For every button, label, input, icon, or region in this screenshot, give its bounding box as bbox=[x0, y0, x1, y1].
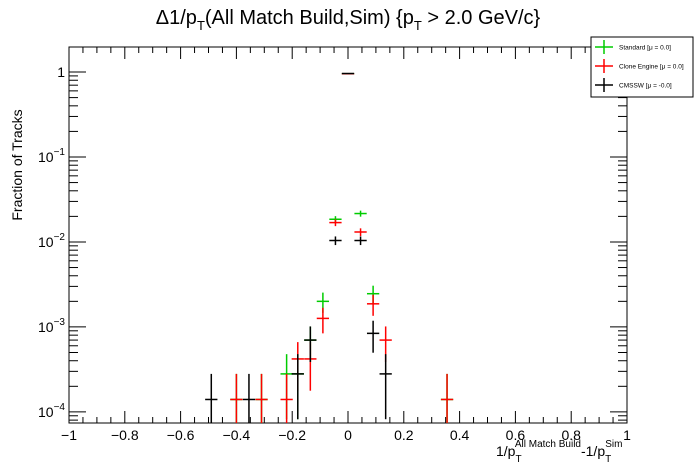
y-tick-label: 10−2 bbox=[38, 232, 65, 250]
plot-frame bbox=[68, 46, 628, 424]
y-tick-base: 10 bbox=[38, 404, 54, 420]
legend-label: CMSSW [μ = -0.0] bbox=[619, 83, 672, 90]
series-standard bbox=[230, 72, 454, 423]
data-point bbox=[354, 210, 367, 217]
y-tick-exponent: −3 bbox=[54, 317, 66, 328]
legend-entry: CMSSW [μ = -0.0] bbox=[595, 78, 672, 92]
x-tick-label: −0.6 bbox=[167, 427, 195, 443]
xlabel-a: 1/p bbox=[496, 443, 516, 459]
y-axis-label: Fraction of Tracks bbox=[9, 109, 25, 220]
x-tick-label: −0.8 bbox=[111, 427, 139, 443]
x-tick-label: 0.2 bbox=[394, 427, 414, 443]
y-tick-base: 10 bbox=[38, 319, 54, 335]
xlabel-a-sub: T bbox=[515, 454, 521, 465]
data-point bbox=[242, 373, 256, 423]
data-marks bbox=[205, 72, 454, 423]
y-tick-label: 1 bbox=[57, 64, 65, 80]
x-tick-label: −0.2 bbox=[278, 427, 306, 443]
title-middle: (All Match Build,Sim) {p bbox=[205, 7, 414, 29]
y-tick-exponent: −2 bbox=[54, 232, 66, 243]
x-axis-label: 1/pTAll Match Build-1/pTSim bbox=[496, 439, 622, 465]
axes: −1 −0.8 −0.6 −0.4 −0.2 0 0.2 0.4 0.6 0.8 1110−110−… bbox=[38, 46, 631, 443]
data-point bbox=[255, 373, 268, 423]
y-tick-label: 10−1 bbox=[38, 147, 65, 165]
xlabel-a-sup: All Match Build bbox=[515, 439, 581, 450]
data-point bbox=[205, 373, 218, 423]
data-point bbox=[316, 307, 330, 334]
data-point bbox=[354, 236, 367, 246]
data-point bbox=[366, 294, 380, 316]
legend-entry: Standard [μ = 0.0] bbox=[595, 40, 671, 54]
data-point bbox=[341, 72, 355, 75]
x-tick-label: 0.4 bbox=[450, 427, 470, 443]
title-prefix: Δ1/p bbox=[156, 7, 197, 29]
y-tick-base: 1 bbox=[57, 64, 65, 80]
x-tick-label: 0.8 bbox=[561, 427, 581, 443]
y-tick-exponent: −1 bbox=[54, 147, 66, 158]
data-point bbox=[304, 326, 317, 362]
y-tick-base: 10 bbox=[38, 234, 54, 250]
x-tick-label: −1 bbox=[61, 427, 77, 443]
data-point bbox=[440, 373, 454, 423]
chart-title: Δ1/pT(All Match Build,Sim) {pT > 2.0 GeV… bbox=[156, 7, 541, 33]
title-sub1: T bbox=[197, 18, 205, 33]
title-suffix: > 2.0 GeV/c} bbox=[422, 7, 541, 29]
data-point bbox=[354, 228, 367, 237]
legend-label: Standard [μ = 0.0] bbox=[619, 45, 671, 52]
xlabel-b-sup: Sim bbox=[605, 439, 622, 450]
y-tick-label: 10−3 bbox=[38, 317, 65, 335]
title-sub2: T bbox=[414, 18, 422, 33]
data-point bbox=[280, 373, 293, 423]
x-tick-label: −0.4 bbox=[223, 427, 251, 443]
xlabel-b-sub: T bbox=[605, 454, 611, 465]
x-tick-label: 0.6 bbox=[506, 427, 526, 443]
data-point bbox=[379, 354, 392, 420]
x-tick-label: 0 bbox=[344, 427, 352, 443]
data-point bbox=[366, 320, 380, 353]
xlabel-b: -1/p bbox=[581, 443, 605, 459]
legend: Standard [μ = 0.0] Clone Engine [μ = 0.0]… bbox=[590, 36, 694, 98]
data-point bbox=[230, 373, 243, 423]
data-point bbox=[291, 354, 304, 420]
legend-entry: Clone Engine [μ = 0.0] bbox=[595, 59, 684, 73]
y-tick-base: 10 bbox=[38, 149, 54, 165]
x-tick-label: 1 bbox=[623, 427, 631, 443]
series-cmssw bbox=[205, 72, 392, 423]
data-point bbox=[329, 236, 342, 246]
y-tick-label: 10−4 bbox=[38, 402, 65, 420]
y-tick-exponent: −4 bbox=[54, 402, 66, 413]
series-clone-engine bbox=[230, 72, 454, 423]
legend-label: Clone Engine [μ = 0.0] bbox=[619, 64, 684, 71]
data-point bbox=[329, 219, 342, 227]
